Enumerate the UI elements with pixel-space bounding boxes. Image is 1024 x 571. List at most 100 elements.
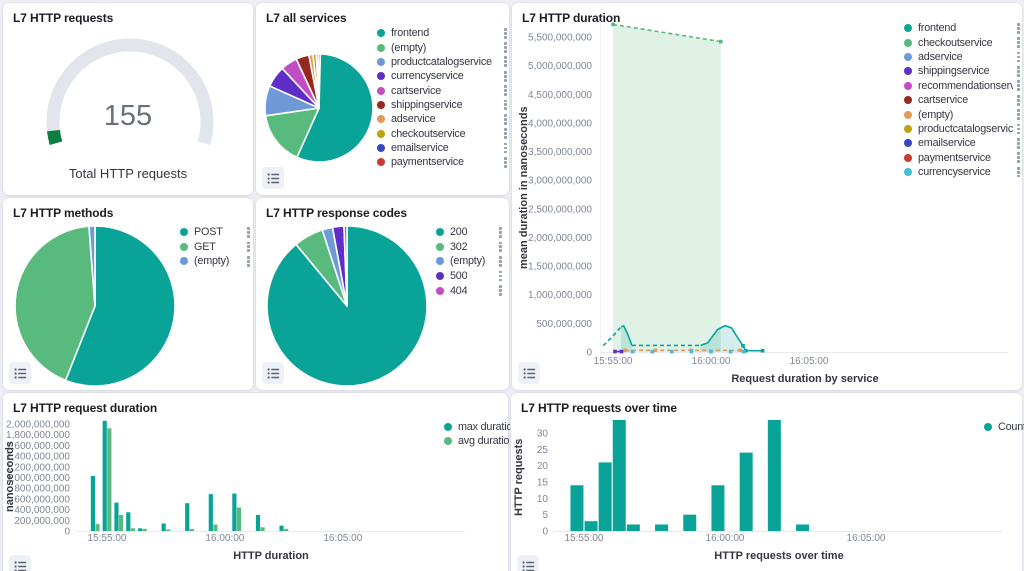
bar-Count[interactable] [739, 452, 753, 531]
legend-toggle-button[interactable] [9, 362, 31, 384]
bar-maxduration[interactable] [114, 502, 119, 531]
legend-item[interactable]: checkoutservice [904, 35, 1020, 49]
legend-item[interactable]: currencyservice [904, 165, 1020, 179]
requests-over-time-bar-chart[interactable]: 0 5 10 15 20 25 30 15:55:00 16:00:00 16:05:00 [511, 393, 1022, 571]
bar-avgduration[interactable] [189, 528, 194, 531]
bar-maxduration[interactable] [90, 475, 96, 531]
legend-item[interactable]: adservice [377, 112, 507, 126]
legend-item[interactable]: productcatalogservice [377, 55, 507, 69]
request-duration-bar-chart[interactable]: 0200,000,000400,000,000600,000,000800,00… [3, 393, 508, 571]
legend-actions-icon[interactable] [500, 142, 507, 154]
legend-actions-icon[interactable] [243, 226, 250, 238]
legend-item[interactable]: currencyservice [377, 69, 507, 83]
legend-item[interactable]: checkoutservice [377, 126, 507, 140]
bar-Count[interactable] [796, 524, 810, 531]
legend-item[interactable]: recommendationservice [904, 79, 1020, 93]
legend-item[interactable]: (empty) [377, 40, 507, 54]
legend-toggle-button[interactable] [262, 362, 284, 384]
bar-avgduration[interactable] [284, 528, 289, 531]
legend-item[interactable]: adservice [904, 50, 1020, 64]
bar-Count[interactable] [612, 419, 626, 531]
bar-maxduration[interactable] [161, 523, 166, 531]
legend-actions-icon[interactable] [495, 285, 502, 297]
legend-item[interactable]: paymentservice [904, 151, 1020, 165]
legend-actions-icon[interactable] [495, 270, 502, 282]
bar-maxduration[interactable] [102, 420, 107, 531]
legend-actions-icon[interactable] [1013, 65, 1020, 77]
legend-item[interactable]: shippingservice [904, 64, 1020, 78]
legend-item[interactable]: (empty) [180, 254, 250, 269]
pie-slice-GET[interactable] [14, 225, 96, 382]
legend-actions-icon[interactable] [243, 241, 250, 253]
http-duration-line-chart[interactable]: 0 500,000,000 1,000,000,000 1,500,000,000 2,… [512, 3, 1022, 390]
bar-avgduration[interactable] [166, 529, 171, 531]
legend-item[interactable]: emailservice [904, 136, 1020, 150]
legend-toggle-button[interactable] [517, 555, 539, 571]
bar-avgduration[interactable] [95, 524, 100, 531]
legend-actions-icon[interactable] [500, 156, 507, 168]
legend-actions-icon[interactable] [1013, 37, 1020, 48]
legend-actions-icon[interactable] [1013, 123, 1020, 135]
all-services-pie-chart[interactable] [256, 3, 509, 195]
legend-actions-icon[interactable] [495, 241, 502, 253]
legend-item[interactable]: 404 [436, 283, 502, 298]
legend-actions-icon[interactable] [500, 113, 507, 125]
legend-actions-icon[interactable] [500, 70, 507, 82]
legend-actions-icon[interactable] [1013, 51, 1020, 63]
bar-Count[interactable] [584, 521, 598, 531]
legend-actions-icon[interactable] [500, 27, 507, 39]
bar-avgduration[interactable] [142, 528, 147, 531]
pie-slice-paymentservice[interactable] [317, 53, 322, 109]
bar-maxduration[interactable] [137, 528, 143, 531]
legend-actions-icon[interactable] [500, 85, 507, 96]
legend-toggle-button[interactable] [262, 167, 284, 189]
legend-item[interactable]: POST [180, 225, 250, 240]
legend-item[interactable]: GET [180, 240, 250, 255]
bar-Count[interactable] [683, 514, 697, 531]
bar-maxduration[interactable] [126, 512, 131, 531]
legend-actions-icon[interactable] [243, 256, 250, 267]
gauge-chart[interactable] [3, 3, 253, 195]
legend-item[interactable]: (empty) [436, 254, 502, 269]
legend-actions-icon[interactable] [500, 99, 507, 111]
bar-avgduration[interactable] [107, 428, 112, 531]
bar-Count[interactable] [711, 485, 725, 531]
pie-slice-empty[interactable] [264, 107, 320, 159]
legend-actions-icon[interactable] [1013, 94, 1020, 106]
legend-actions-icon[interactable] [500, 42, 507, 53]
legend-item[interactable]: (empty) [904, 107, 1020, 121]
legend-item[interactable]: 500 [436, 269, 502, 284]
legend-toggle-button[interactable] [518, 362, 540, 384]
legend-item[interactable]: cartservice [377, 83, 507, 97]
legend-actions-icon[interactable] [500, 56, 507, 68]
bar-maxduration[interactable] [208, 494, 213, 531]
legend-item[interactable]: avg duration [444, 434, 510, 448]
legend-item[interactable]: frontend [377, 26, 507, 40]
legend-actions-icon[interactable] [500, 128, 507, 139]
legend-item[interactable]: 302 [436, 240, 502, 255]
legend-actions-icon[interactable] [1013, 109, 1020, 120]
bar-Count[interactable] [655, 524, 669, 531]
response-codes-pie-chart[interactable] [256, 198, 509, 390]
bar-maxduration[interactable] [185, 503, 190, 531]
bar-Count[interactable] [626, 524, 640, 531]
legend-actions-icon[interactable] [1013, 137, 1020, 149]
bar-avgduration[interactable] [118, 514, 124, 531]
pie-slice-frontend[interactable] [296, 53, 374, 163]
legend-item[interactable]: emailservice [377, 141, 507, 155]
legend-item[interactable]: max duration [444, 420, 510, 434]
legend-actions-icon[interactable] [495, 226, 502, 238]
pie-slice-empty[interactable] [88, 225, 96, 307]
bar-maxduration[interactable] [255, 514, 261, 531]
legend-actions-icon[interactable] [495, 256, 502, 267]
bar-maxduration[interactable] [279, 525, 284, 531]
bar-Count[interactable] [598, 462, 612, 531]
pie-slice-404[interactable] [343, 225, 348, 307]
legend-item[interactable]: cartservice [904, 93, 1020, 107]
bar-Count[interactable] [570, 485, 584, 531]
legend-actions-icon[interactable] [1013, 22, 1020, 34]
legend-actions-icon[interactable] [1013, 166, 1020, 178]
bar-Count[interactable] [767, 419, 781, 531]
legend-item[interactable]: Count [984, 420, 1024, 434]
pie-slice-POST[interactable] [64, 225, 176, 387]
